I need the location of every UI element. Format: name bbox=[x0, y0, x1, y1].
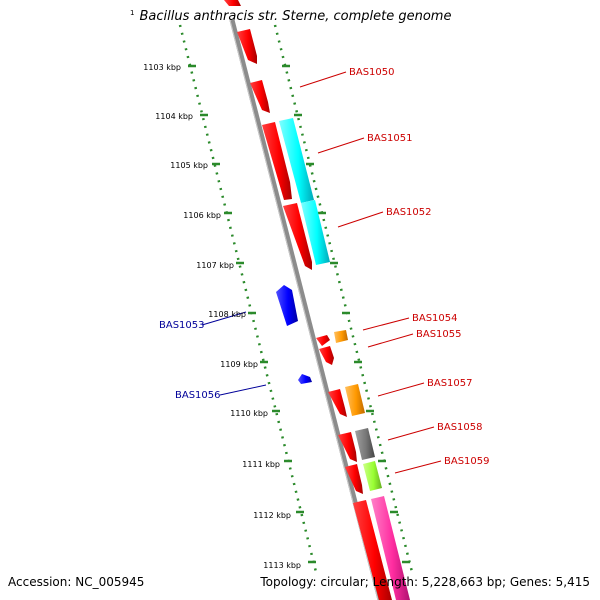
ruler-ticks bbox=[188, 64, 410, 564]
cds-bas1059-red[interactable] bbox=[345, 464, 363, 494]
cds-bas1059-lime[interactable] bbox=[363, 461, 382, 491]
gene-label-bas1059[interactable]: BAS1059 bbox=[444, 456, 490, 467]
ruler-label: 1110 kbp bbox=[230, 409, 268, 418]
ruler-label: 1113 kbp bbox=[263, 561, 301, 570]
cds-bas1057-red[interactable] bbox=[328, 389, 347, 417]
gene-label-bas1053[interactable]: BAS1053 bbox=[159, 320, 205, 331]
cds-bas1052-cyan[interactable] bbox=[301, 200, 330, 265]
ruler-label: 1105 kbp bbox=[170, 161, 208, 170]
ruler-track-left bbox=[178, 24, 318, 573]
cds-top-partial[interactable] bbox=[224, 0, 241, 6]
accession-text: Accession: NC_005945 bbox=[8, 575, 145, 589]
map-title: 1 Bacillus anthracis str. Sterne, complet… bbox=[130, 9, 451, 24]
forward-callout-lines bbox=[299, 71, 442, 474]
cds-bas1049[interactable] bbox=[237, 29, 257, 64]
gene-label-bas1055[interactable]: BAS1055 bbox=[416, 329, 462, 340]
gene-label-bas1054[interactable]: BAS1054 bbox=[412, 313, 458, 324]
ruler-track-right bbox=[273, 24, 414, 573]
ruler-label: 1109 kbp bbox=[220, 360, 258, 369]
gene-label-bas1051[interactable]: BAS1051 bbox=[367, 133, 413, 144]
cds-bas1060-red[interactable] bbox=[353, 500, 392, 600]
ruler-label: 1112 kbp bbox=[253, 511, 291, 520]
gene-label-bas1057[interactable]: BAS1057 bbox=[427, 378, 473, 389]
cds-bas1051-red[interactable] bbox=[262, 122, 292, 200]
map-title-text: Bacillus anthracis str. Sterne, complete… bbox=[139, 9, 452, 24]
map-title-number: 1 bbox=[130, 9, 135, 17]
cds-bas1050[interactable] bbox=[250, 80, 270, 113]
cds-bas1056[interactable] bbox=[298, 374, 312, 384]
ruler-label: 1111 kbp bbox=[242, 460, 280, 469]
gene-label-bas1050[interactable]: BAS1050 bbox=[349, 67, 395, 78]
cds-bas1060-pink[interactable] bbox=[371, 496, 410, 600]
topology-text: Topology: circular; Length: 5,228,663 bp… bbox=[260, 575, 590, 589]
reverse-callout-lines bbox=[201, 311, 267, 396]
cds-bas1054[interactable] bbox=[316, 335, 330, 346]
cds-bas1053[interactable] bbox=[276, 285, 298, 326]
ruler-label: 1106 kbp bbox=[183, 211, 221, 220]
ruler-label: 1108 kbp bbox=[208, 310, 246, 319]
cds-bas1052-red[interactable] bbox=[283, 203, 312, 270]
ruler-label: 1107 kbp bbox=[196, 261, 234, 270]
cds-bas1057-orange[interactable] bbox=[345, 384, 365, 416]
ruler-label: 1104 kbp bbox=[155, 112, 193, 121]
cds-bas1058-gray[interactable] bbox=[355, 428, 375, 460]
ruler-label: 1103 kbp bbox=[143, 63, 181, 72]
gene-label-bas1052[interactable]: BAS1052 bbox=[386, 207, 432, 218]
cds-bas1058-red[interactable] bbox=[338, 432, 357, 462]
cds-bas1051-cyan[interactable] bbox=[279, 118, 314, 203]
cds-bas1055[interactable] bbox=[319, 346, 334, 365]
gene-label-bas1056[interactable]: BAS1056 bbox=[175, 390, 221, 401]
cds-bas1054-orange[interactable] bbox=[334, 330, 348, 343]
gene-label-bas1058[interactable]: BAS1058 bbox=[437, 422, 483, 433]
